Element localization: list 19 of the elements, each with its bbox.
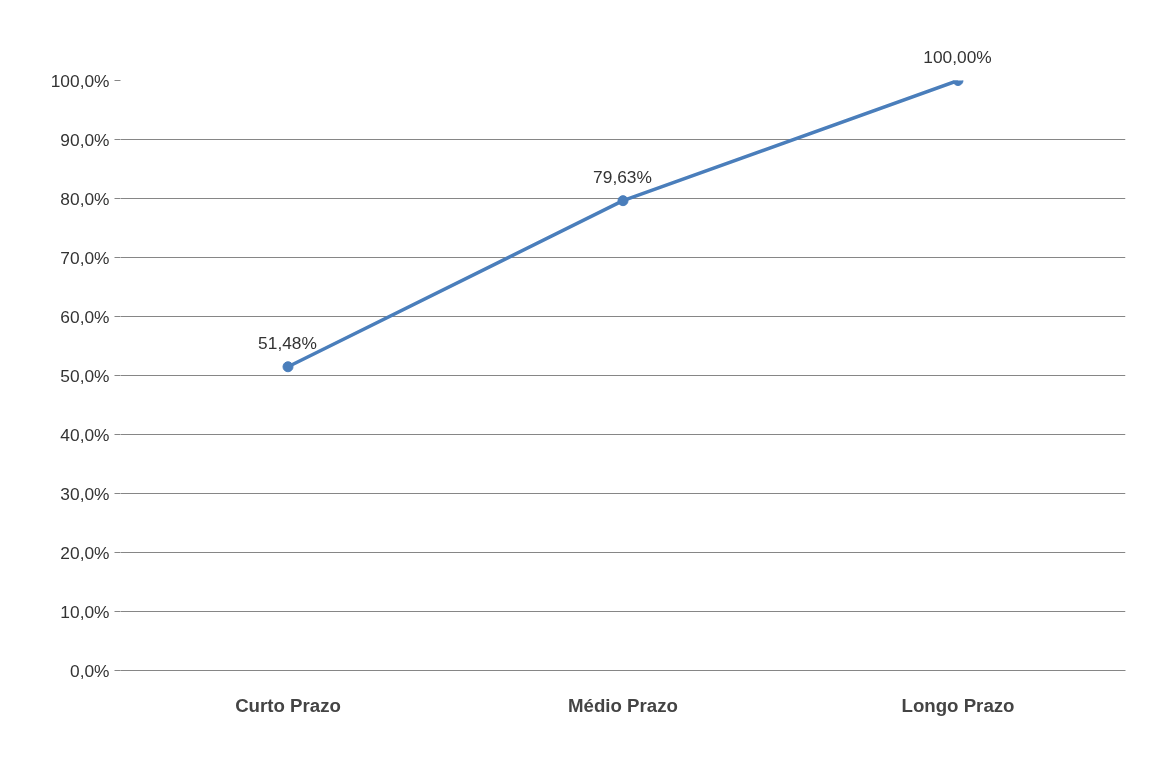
data-label: 100,00%: [923, 47, 992, 68]
x-tick-label: Longo Prazo: [901, 694, 1015, 716]
x-tick-label: Curto Prazo: [235, 694, 341, 716]
x-tick-label: Médio Prazo: [568, 694, 678, 716]
y-tick-label: 60,0%: [60, 306, 110, 327]
y-tick-label: 90,0%: [60, 129, 110, 150]
y-tick-label: 100,0%: [50, 70, 110, 91]
y-tick-label: 40,0%: [60, 424, 110, 445]
point: [617, 195, 629, 207]
y-tick-label: 50,0%: [60, 365, 110, 386]
y-tick-label: 20,0%: [60, 542, 110, 563]
y-tick-label: 10,0%: [60, 601, 110, 622]
y-tick-label: 0,0%: [70, 660, 110, 681]
data-label: 79,63%: [593, 167, 652, 189]
y-tick-label: 30,0%: [60, 483, 110, 504]
y-tick-label: 80,0%: [60, 188, 110, 209]
data-label: 51,48%: [258, 333, 317, 355]
y-tick-label: 70,0%: [60, 247, 110, 268]
point: [282, 361, 294, 373]
